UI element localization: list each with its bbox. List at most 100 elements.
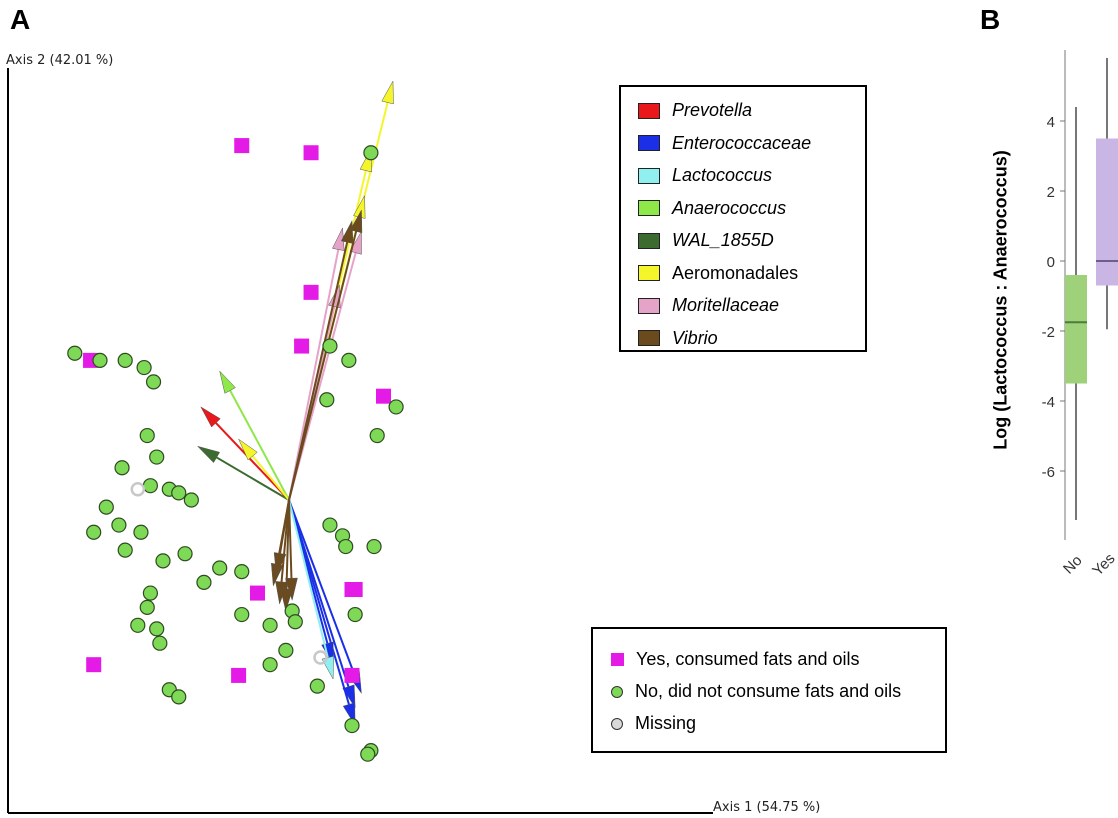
taxa-legend-swatch [638, 200, 660, 216]
point-no [139, 427, 155, 444]
group-legend-label: Yes, consumed fats and oils [636, 649, 860, 669]
loading-arrow-vibrio [288, 219, 354, 501]
boxplot-boxes: No Yes [1060, 58, 1118, 579]
taxa-legend-item: Lactococcus [638, 165, 772, 186]
point-no [338, 538, 354, 555]
taxa-legend-item: Enterococcaceae [638, 133, 811, 154]
taxa-legend-label: Vibrio [672, 327, 718, 348]
loading-arrow-vibrio [273, 499, 290, 577]
taxa-legend-label: WAL_1855D [672, 230, 774, 250]
point-no [212, 560, 228, 576]
loading-arrow-prevotella [200, 406, 290, 501]
boxplot-category-label: Yes [1089, 550, 1118, 579]
group-legend-symbol [611, 685, 623, 698]
point-yes [376, 388, 391, 404]
point-no [98, 499, 114, 515]
point-yes [86, 657, 102, 673]
point-yes [231, 667, 247, 683]
point-no [133, 524, 149, 540]
point-no [262, 657, 278, 673]
point-yes [303, 284, 319, 300]
group-legend-symbol [611, 653, 624, 666]
taxa-legend-item: Moritellaceae [638, 295, 779, 316]
point-yes [294, 338, 310, 354]
boxplot-tick-label: -4 [1042, 394, 1055, 411]
boxplot-ticks: 4 2 0 -2 -4 -6 [1042, 114, 1065, 481]
taxa-legend-item: Prevotella [638, 100, 752, 121]
taxa-legend-label: Anaerococcus [672, 197, 787, 218]
box-iqr [1096, 138, 1118, 286]
point-no [67, 345, 83, 361]
taxa-legend: Prevotella Enterococcaceae Lactococcus Anae… [619, 85, 867, 352]
point-yes [344, 667, 360, 683]
point-no [196, 574, 212, 590]
taxa-legend-item: WAL_1855D [638, 230, 774, 251]
taxa-legend-swatch [638, 265, 660, 281]
point-no [234, 606, 250, 623]
loading-arrow-aeromonadales [237, 438, 290, 501]
taxa-legend-item: Vibrio [638, 328, 718, 349]
point-no [152, 635, 168, 651]
box-no: No [1060, 107, 1087, 578]
point-no [287, 614, 303, 630]
point-no [117, 352, 133, 368]
biplot-axes [7, 68, 713, 814]
group-legend-item: No, did not consume fats and oils [611, 681, 901, 702]
group-legend-label: Missing [635, 713, 697, 733]
point-no [366, 538, 382, 555]
taxa-legend-swatch [638, 297, 660, 314]
point-no [322, 517, 338, 533]
panel-a-label: A [10, 4, 31, 35]
taxa-legend-swatch [638, 135, 660, 151]
taxa-legend-swatch [638, 102, 660, 119]
point-no [278, 642, 294, 658]
point-no [234, 563, 250, 580]
taxa-legend-swatch [638, 232, 660, 249]
point-no [149, 449, 165, 465]
taxa-legend-item: Aeromonadales [638, 263, 798, 284]
taxa-legend-label: Enterococcaceae [672, 132, 812, 153]
group-legend-item: Yes, consumed fats and oils [611, 649, 859, 670]
point-no [171, 485, 187, 501]
loading-arrow-vibrio [285, 499, 298, 602]
point-yes [234, 138, 250, 154]
point-no [183, 492, 199, 508]
point-no [136, 359, 152, 376]
taxa-legend-label: Moritellaceae [672, 295, 780, 315]
taxa-legend-swatch [638, 167, 660, 184]
point-no [347, 606, 363, 623]
point-no [130, 617, 146, 633]
taxa-legend-label: Lactococcus [672, 165, 773, 185]
point-no [149, 621, 165, 637]
point-no [114, 460, 130, 476]
point-no [388, 399, 404, 415]
point-yes [303, 145, 319, 161]
taxa-legend-swatch [638, 330, 660, 346]
loading-arrow-vibrio [288, 209, 363, 501]
taxa-legend-label: Prevotella [672, 100, 753, 120]
point-no [341, 352, 357, 368]
point-no [360, 746, 376, 762]
x-axis-title: Axis 1 (54.75 %) [713, 800, 821, 815]
boxplot-tick-label: -6 [1042, 464, 1055, 481]
loading-arrow-wal-1855d [196, 445, 290, 501]
taxa-legend-label: Aeromonadales [672, 262, 799, 283]
point-no [319, 392, 335, 408]
point-yes [250, 585, 265, 601]
point-no [92, 352, 108, 368]
loading-arrow-anaerococcus [219, 370, 290, 501]
taxa-legend-item: Anaerococcus [638, 198, 786, 219]
panel-b-label: B [980, 4, 1001, 35]
point-no [117, 542, 133, 558]
box-iqr [1065, 275, 1087, 384]
y-axis-title: Axis 2 (42.01 %) [6, 53, 114, 68]
point-no [344, 717, 360, 734]
boxplot-tick-label: 2 [1047, 184, 1055, 201]
point-no [171, 689, 187, 705]
group-legend: Yes, consumed fats and oils No, did not c… [591, 627, 947, 753]
group-legend-item: Missing [611, 713, 696, 734]
boxplot-tick-label: 0 [1047, 254, 1055, 271]
point-no [369, 427, 385, 444]
box-yes: Yes [1089, 58, 1118, 579]
